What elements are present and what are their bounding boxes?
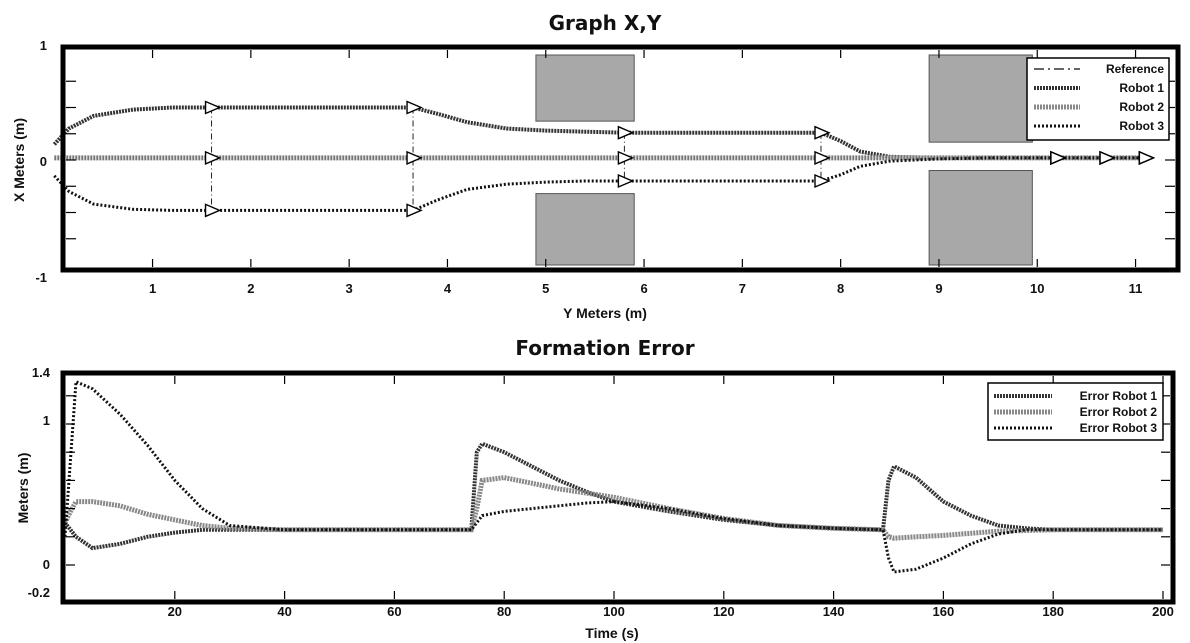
x-tick-label: 4 xyxy=(444,281,452,296)
y-tick-label: 1 xyxy=(43,413,50,428)
x-tick-label: 5 xyxy=(542,281,549,296)
y-tick-label: 0 xyxy=(40,154,47,169)
error-legend-label: Error Robot 3 xyxy=(1080,421,1158,435)
x-tick-label: 7 xyxy=(739,281,746,296)
obstacle-1 xyxy=(535,54,635,122)
xy-legend-label: Robot 3 xyxy=(1119,119,1164,133)
error-series-robot-3 xyxy=(63,379,1163,574)
x-tick-label: 60 xyxy=(387,604,401,619)
y-tick-label: 1.4 xyxy=(32,365,51,380)
obstacle-4 xyxy=(928,170,1033,266)
xy-legend-label: Robot 2 xyxy=(1119,100,1164,114)
error-chart-ylabel: Meters (m) xyxy=(15,453,31,524)
x-tick-label: 2 xyxy=(247,281,254,296)
error-chart-title: Formation Error xyxy=(515,336,694,360)
xy-chart-title: Graph X,Y xyxy=(549,11,662,35)
robot-marker xyxy=(1138,150,1156,165)
xy-chart-ylabel: X Meters (m) xyxy=(11,118,27,202)
error-legend-label: Error Robot 2 xyxy=(1080,405,1158,419)
error-series-robot-1 xyxy=(63,441,1163,551)
error-chart-frame xyxy=(60,370,1176,605)
error-legend-box xyxy=(987,382,1164,441)
obstacle-2 xyxy=(535,193,635,266)
error-legend-label: Error Robot 1 xyxy=(1080,389,1158,403)
robot-marker xyxy=(814,173,831,189)
robot-marker xyxy=(406,203,423,218)
y-tick-label: 1 xyxy=(40,38,47,53)
x-tick-label: 10 xyxy=(1030,281,1044,296)
xy-chart-xlabel: Y Meters (m) xyxy=(563,305,647,321)
x-tick-label: 8 xyxy=(837,281,844,296)
xy-chart-frame xyxy=(60,44,1181,273)
x-tick-label: 40 xyxy=(277,604,291,619)
xy-series-robot-1 xyxy=(52,105,1146,160)
x-tick-label: 140 xyxy=(823,604,845,619)
x-tick-label: 3 xyxy=(346,281,353,296)
x-tick-label: 80 xyxy=(497,604,511,619)
x-tick-label: 6 xyxy=(640,281,647,296)
xy-legend-label: Reference xyxy=(1106,62,1164,76)
xy-chart: Graph X,Y Y Meters (m) X Meters (m) 1 2 3 4… xyxy=(11,11,1181,321)
robot-marker xyxy=(204,203,222,218)
robot-marker xyxy=(814,150,831,165)
xy-legend-label: Robot 1 xyxy=(1119,81,1164,95)
robot-marker xyxy=(617,173,635,189)
x-tick-label: 9 xyxy=(935,281,942,296)
robot-marker xyxy=(1050,150,1067,165)
robot-marker xyxy=(204,150,222,165)
x-tick-label: 120 xyxy=(713,604,735,619)
obstacle-3 xyxy=(928,54,1033,143)
x-tick-label: 100 xyxy=(603,604,625,619)
error-chart-xlabel: Time (s) xyxy=(585,625,638,641)
x-tick-label: 20 xyxy=(168,604,182,619)
robot-marker xyxy=(1099,150,1116,165)
robot-marker xyxy=(406,100,423,115)
error-series-robot-2 xyxy=(62,475,1163,541)
y-tick-label: -1 xyxy=(35,270,47,285)
robot-marker xyxy=(204,100,222,115)
x-tick-label: 160 xyxy=(933,604,955,619)
error-chart: Formation Error Time (s) Meters (m) 20 40… xyxy=(15,336,1176,641)
robot-marker xyxy=(814,125,831,140)
xy-series-robot-3 xyxy=(53,156,1146,212)
y-tick-label: 0 xyxy=(43,557,50,572)
robot-marker xyxy=(617,125,635,140)
x-tick-label: 200 xyxy=(1152,604,1174,619)
x-tick-label: 180 xyxy=(1042,604,1064,619)
x-tick-label: 11 xyxy=(1129,281,1143,296)
y-tick-label: -0.2 xyxy=(28,585,50,600)
robot-marker xyxy=(617,150,635,165)
x-tick-label: 1 xyxy=(149,281,156,296)
robot-marker xyxy=(406,150,423,165)
